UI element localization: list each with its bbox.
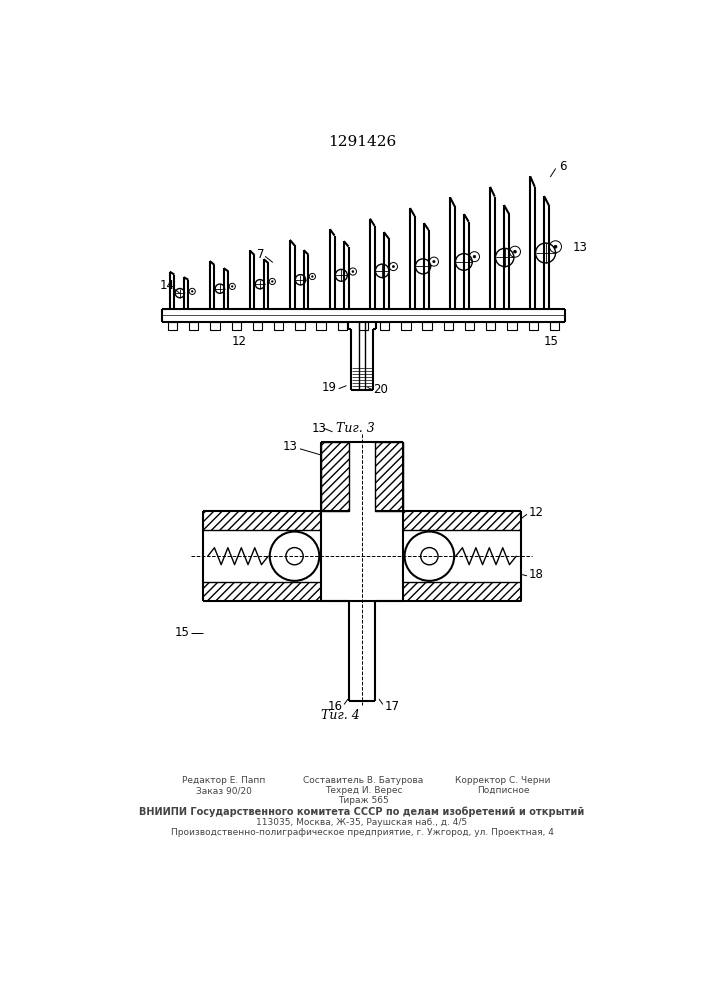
Bar — [529, 322, 538, 330]
Text: 7: 7 — [257, 248, 264, 261]
Bar — [211, 322, 220, 330]
Text: 20: 20 — [373, 383, 388, 396]
Circle shape — [192, 291, 193, 292]
Text: 12: 12 — [529, 506, 544, 519]
Bar — [253, 322, 262, 330]
Circle shape — [392, 266, 395, 268]
Bar — [168, 322, 177, 330]
Text: Редактор Е. Папп: Редактор Е. Папп — [182, 776, 266, 785]
Bar — [317, 322, 326, 330]
Bar — [486, 322, 496, 330]
Circle shape — [312, 276, 313, 277]
Bar — [189, 322, 199, 330]
Text: Τиг. 3: Τиг. 3 — [337, 422, 375, 434]
Bar — [338, 322, 347, 330]
Bar — [321, 442, 349, 511]
Text: 15: 15 — [544, 335, 559, 348]
Text: 113035, Москва, Ж-35, Раушская наб., д. 4/5: 113035, Москва, Ж-35, Раушская наб., д. … — [257, 818, 467, 827]
Bar — [359, 322, 368, 330]
Bar — [403, 582, 521, 601]
Bar — [508, 322, 517, 330]
Bar — [232, 322, 241, 330]
Text: Подписное: Подписное — [477, 786, 530, 795]
Bar — [203, 511, 321, 530]
Text: 1291426: 1291426 — [328, 135, 396, 149]
Text: 18: 18 — [529, 568, 544, 581]
Text: 17: 17 — [385, 700, 399, 713]
Text: 16: 16 — [327, 700, 343, 713]
Bar — [380, 322, 390, 330]
Text: 12: 12 — [232, 335, 247, 348]
Bar — [203, 582, 321, 601]
Text: Составитель В. Батурова: Составитель В. Батурова — [303, 776, 423, 785]
Bar — [274, 322, 284, 330]
Text: Τиг. 4: Τиг. 4 — [321, 709, 360, 722]
Bar — [402, 322, 411, 330]
Text: 13: 13 — [312, 422, 327, 434]
Bar — [465, 322, 474, 330]
Text: 6: 6 — [559, 160, 566, 173]
Circle shape — [271, 281, 273, 282]
Circle shape — [513, 250, 516, 253]
Bar — [423, 322, 432, 330]
Circle shape — [473, 255, 476, 258]
Text: 14: 14 — [160, 279, 175, 292]
Text: 13: 13 — [283, 440, 298, 453]
Circle shape — [554, 245, 557, 248]
Text: Тираж 565: Тираж 565 — [338, 796, 389, 805]
Bar — [444, 322, 453, 330]
Circle shape — [433, 260, 435, 263]
Bar — [550, 322, 559, 330]
Circle shape — [352, 271, 354, 272]
Bar — [296, 322, 305, 330]
Bar — [375, 442, 403, 511]
Text: Производственно-полиграфическое предприятие, г. Ужгород, ул. Проектная, 4: Производственно-полиграфическое предприя… — [170, 828, 554, 837]
Text: 13: 13 — [573, 241, 588, 254]
Circle shape — [231, 286, 233, 287]
Text: ВНИИПИ Государственного комитета СССР по делам изобретений и открытий: ВНИИПИ Государственного комитета СССР по… — [139, 807, 585, 817]
Bar — [403, 511, 521, 530]
Text: Техред И. Верес: Техред И. Верес — [325, 786, 402, 795]
Text: Корректор С. Черни: Корректор С. Черни — [455, 776, 551, 785]
Text: Заказ 90/20: Заказ 90/20 — [196, 786, 252, 795]
Text: 15: 15 — [174, 626, 189, 639]
Text: 19: 19 — [322, 381, 337, 394]
